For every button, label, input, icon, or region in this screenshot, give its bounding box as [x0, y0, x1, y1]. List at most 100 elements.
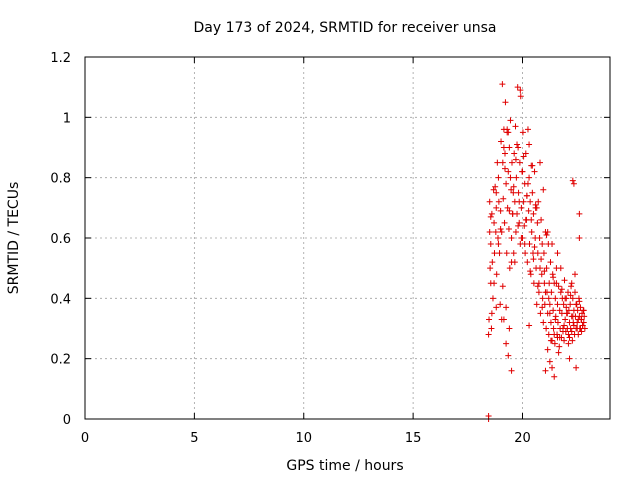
data-point: [545, 295, 552, 302]
data-point: [548, 289, 555, 296]
data-point: [491, 219, 498, 226]
data-point: [578, 328, 585, 335]
data-point: [568, 280, 575, 287]
data-point: [510, 183, 517, 190]
data-point: [536, 235, 543, 241]
data-point: [538, 256, 545, 263]
data-point: [580, 307, 587, 314]
y-tick-label: 0.6: [50, 232, 71, 247]
data-point: [508, 186, 515, 193]
data-point: [569, 313, 576, 320]
data-point: [531, 168, 538, 175]
data-point: [506, 325, 513, 332]
data-point: [556, 343, 563, 350]
data-point: [564, 310, 571, 317]
data-point: [493, 304, 500, 311]
data-point: [488, 310, 495, 317]
data-point: [519, 168, 526, 175]
data-point: [565, 340, 572, 347]
data-point: [566, 355, 573, 362]
data-point: [494, 159, 501, 166]
data-point: [537, 159, 543, 166]
data-point: [552, 295, 559, 302]
data-point: [569, 337, 576, 344]
data-point: [555, 349, 562, 356]
data-point: [498, 138, 505, 145]
data-point: [491, 250, 498, 257]
data-point: [516, 159, 523, 166]
data-point: [574, 319, 581, 326]
data-point: [543, 325, 550, 332]
data-point: [503, 180, 510, 187]
data-point: [508, 367, 515, 374]
data-point: [575, 316, 582, 323]
y-axis-label: SRMTID / TECUs: [6, 182, 22, 295]
data-point: [499, 159, 506, 166]
data-point: [503, 304, 510, 311]
data-point: [567, 325, 574, 332]
data-point: [547, 319, 554, 326]
data-point: [502, 99, 509, 106]
data-point: [554, 250, 561, 257]
data-point: [505, 168, 512, 175]
data-point: [505, 129, 512, 136]
data-point: [516, 219, 523, 226]
data-point: [576, 210, 583, 217]
data-point: [497, 225, 504, 232]
data-point: [533, 204, 540, 211]
data-point: [500, 144, 507, 151]
data-point: [497, 207, 504, 214]
data-point: [491, 280, 498, 287]
data-point: [577, 304, 584, 311]
data-point: [517, 87, 524, 94]
data-point: [538, 216, 545, 223]
data-point: [538, 271, 545, 278]
data-point: [509, 159, 515, 166]
data-point: [529, 162, 536, 169]
y-tick-label: 0.8: [50, 172, 71, 187]
data-point: [486, 198, 493, 205]
data-point: [495, 241, 502, 248]
data-point: [554, 334, 561, 341]
data-point: [492, 228, 499, 235]
data-point: [550, 325, 557, 332]
data-point: [539, 295, 546, 302]
data-point: [486, 228, 493, 235]
data-point: [535, 289, 542, 296]
data-points: [485, 81, 588, 422]
data-point: [485, 412, 492, 419]
data-point: [552, 316, 559, 323]
data-point: [510, 189, 517, 196]
data-point: [561, 322, 568, 329]
data-point: [546, 280, 553, 287]
data-point: [545, 331, 552, 338]
data-point: [544, 346, 551, 353]
data-point: [543, 231, 550, 238]
data-point: [549, 241, 556, 248]
data-point: [519, 129, 526, 136]
data-point: [549, 364, 556, 371]
data-point: [526, 141, 533, 148]
data-point: [506, 207, 513, 214]
data-point: [527, 198, 534, 205]
data-point: [566, 334, 573, 341]
data-point: [487, 213, 494, 220]
data-point: [544, 228, 551, 235]
data-point: [550, 307, 557, 314]
data-point: [498, 228, 505, 235]
data-point: [502, 150, 508, 157]
data-point: [534, 219, 541, 226]
data-point: [550, 274, 557, 281]
data-point: [540, 250, 547, 257]
data-point: [522, 216, 529, 223]
data-point: [576, 298, 583, 305]
data-point: [535, 198, 542, 205]
data-point: [518, 235, 525, 241]
data-point: [521, 222, 528, 229]
data-point: [543, 265, 550, 272]
y-tick-label: 0: [63, 413, 71, 428]
data-point: [503, 250, 510, 257]
data-point: [507, 117, 514, 124]
data-point: [526, 174, 533, 181]
